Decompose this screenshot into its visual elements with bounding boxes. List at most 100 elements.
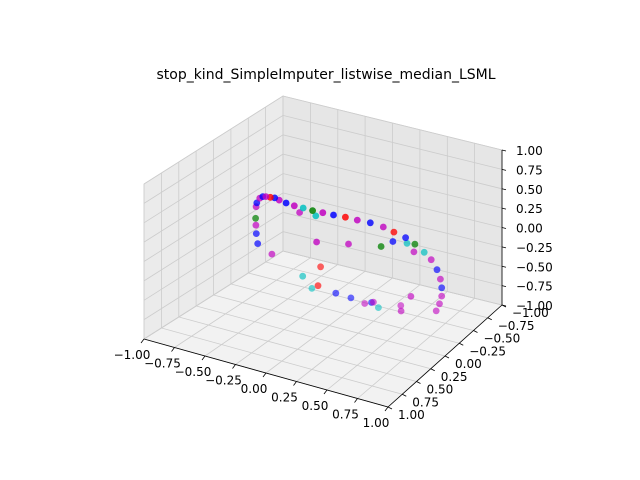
data-point (314, 282, 322, 290)
data-point (268, 250, 276, 258)
data-point (299, 204, 307, 212)
z-tick-label: 0.75 (516, 163, 543, 177)
z-tick (501, 227, 507, 229)
x-tick-label: 0.25 (271, 391, 298, 405)
y-tick-label: 1.00 (398, 408, 425, 422)
z-tick (501, 285, 507, 288)
grid-line-x (235, 116, 366, 365)
y-tick (387, 406, 393, 410)
grid-line-z (143, 173, 503, 262)
z-tick (501, 149, 507, 152)
data-point (332, 289, 340, 297)
grid-line-y (178, 162, 417, 382)
data-point (432, 307, 440, 315)
z-tick-label: −0.25 (516, 241, 553, 255)
data-point (299, 272, 307, 280)
y-tick (430, 368, 435, 372)
data-point (397, 302, 405, 309)
data-point (366, 219, 374, 227)
data-point (317, 263, 324, 271)
data-point (438, 284, 446, 292)
x-tick-label: 0.00 (241, 382, 268, 396)
data-point (290, 202, 298, 210)
x-tick (232, 364, 236, 369)
grid-line-z (143, 114, 503, 204)
data-point (390, 228, 398, 236)
x-tick (171, 347, 175, 352)
x-tick-label: 0.75 (332, 408, 359, 422)
data-point (252, 221, 260, 229)
data-point (379, 223, 387, 231)
y-tick (473, 330, 478, 333)
x-tick (140, 338, 145, 344)
x-tick (262, 372, 267, 378)
x-tick (384, 406, 389, 412)
z-tick (501, 188, 507, 191)
y-tick (459, 342, 464, 346)
z-tick (501, 265, 507, 268)
data-point (397, 307, 405, 315)
data-point (361, 300, 369, 307)
tick-labels: −1.00−1.00−1.00−0.75−0.75−0.75−0.50−0.50… (114, 144, 553, 430)
tick-marks (140, 149, 507, 412)
z-tick-label: −0.50 (516, 260, 553, 274)
y-tick (402, 393, 407, 397)
z-tick-label: 0.50 (516, 183, 543, 197)
data-point (410, 248, 418, 256)
x-tick-label: −0.75 (144, 357, 181, 371)
data-point (420, 248, 428, 256)
z-tick-label: −1.00 (516, 299, 553, 313)
data-point (312, 212, 320, 220)
data-point (330, 211, 337, 219)
y-tick-label: 0.75 (412, 395, 439, 409)
data-point (411, 240, 419, 248)
data-point (252, 214, 259, 222)
grid-lines (143, 95, 503, 408)
x-tick-label: −0.50 (175, 365, 212, 379)
grid-line-z (143, 231, 503, 320)
data-point (254, 240, 262, 248)
y-tick-label: −0.50 (484, 332, 521, 346)
z-tick-label: 0.00 (516, 222, 543, 236)
y-tick-label: 0.00 (455, 357, 482, 371)
x-tick-label: −1.00 (114, 348, 151, 362)
data-point (407, 293, 415, 300)
y-tick-label: −0.25 (469, 344, 506, 358)
y-tick (487, 317, 492, 321)
data-point (313, 238, 320, 246)
data-point (342, 213, 349, 221)
data-points (252, 193, 446, 315)
data-point (353, 216, 361, 224)
data-point (309, 207, 316, 215)
data-point (427, 256, 435, 264)
y-tick (416, 381, 421, 384)
y-tick-label: 0.50 (427, 383, 454, 397)
z-tick-label: 1.00 (516, 144, 543, 158)
data-point (347, 294, 355, 302)
grid-line-z (143, 192, 503, 282)
x-tick (293, 381, 297, 386)
grid-line-z (143, 250, 503, 340)
data-point (375, 304, 382, 311)
x-tick (354, 398, 358, 403)
grid-line-x (204, 109, 339, 357)
data-point (436, 300, 443, 308)
z-tick-label: 0.25 (516, 202, 543, 216)
data-point (438, 292, 446, 300)
grid-line-y (230, 129, 460, 344)
x-tick (323, 389, 328, 395)
x-tick (201, 355, 206, 361)
x-tick-label: 0.50 (302, 399, 329, 413)
y-tick-label: −1.00 (512, 306, 549, 320)
data-point (377, 243, 385, 250)
z-tick (501, 304, 507, 307)
z-tick (501, 207, 507, 210)
grid-line-z (143, 95, 503, 185)
y-tick (444, 355, 450, 359)
grid-line-y (265, 107, 488, 319)
z-tick-label: −0.75 (516, 280, 553, 294)
x-tick-label: 1.00 (363, 416, 390, 430)
grid-line-x (265, 123, 393, 374)
grid-line-x (296, 129, 421, 382)
